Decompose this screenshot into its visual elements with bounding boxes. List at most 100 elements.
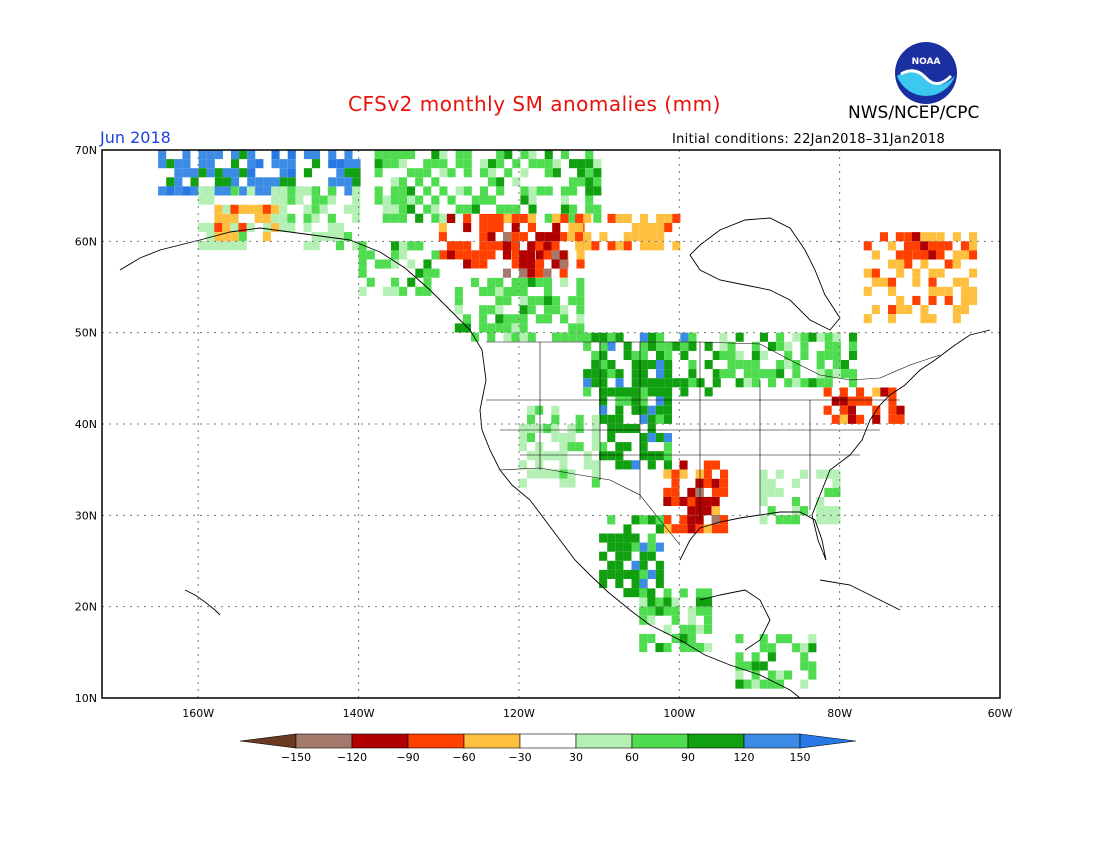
anomaly-cell	[735, 634, 744, 644]
anomaly-cell	[503, 213, 512, 223]
anomaly-cell	[623, 569, 632, 579]
anomaly-cell	[471, 204, 480, 214]
anomaly-cell	[679, 588, 688, 598]
anomaly-cell	[543, 469, 552, 479]
anomaly-cell	[496, 186, 505, 196]
anomaly-cell	[615, 387, 624, 397]
anomaly-cell	[639, 350, 648, 360]
anomaly-cell	[615, 579, 624, 589]
anomaly-cell	[335, 222, 344, 232]
lon-label: 140W	[343, 707, 375, 720]
anomaly-cell	[535, 232, 544, 242]
anomaly-cell	[687, 524, 696, 534]
anomaly-cell	[527, 451, 536, 461]
anomaly-cell	[631, 223, 640, 233]
anomaly-cell	[255, 177, 264, 187]
anomaly-cell	[518, 423, 527, 433]
anomaly-cell	[664, 369, 673, 379]
lat-label: 30N	[75, 509, 97, 522]
anomaly-cell	[398, 213, 407, 223]
anomaly-cell	[599, 396, 608, 406]
anomaly-cell	[583, 232, 592, 242]
anomaly-cell	[800, 378, 809, 388]
anomaly-cell	[639, 606, 648, 616]
anomaly-cell	[255, 159, 264, 169]
lat-label: 40N	[75, 418, 97, 431]
anomaly-cell	[559, 451, 568, 461]
anomaly-cell	[735, 670, 744, 680]
anomaly-cell	[262, 204, 271, 214]
anomaly-cell	[463, 259, 472, 269]
anomaly-cell	[407, 186, 416, 196]
anomaly-cell	[190, 177, 199, 187]
anomaly-cell	[912, 295, 921, 305]
anomaly-cell	[567, 442, 576, 452]
anomaly-cell	[535, 268, 544, 278]
anomaly-cell	[824, 332, 833, 342]
anomaly-cell	[639, 369, 648, 379]
anomaly-cell	[407, 195, 416, 205]
longitude-labels: 160W 140W 120W 100W 80W 60W	[182, 707, 1012, 720]
anomaly-cell	[214, 177, 223, 187]
anomaly-cell	[776, 369, 785, 379]
anomaly-cell	[735, 652, 744, 662]
anomaly-cell	[423, 277, 432, 287]
anomaly-cell	[695, 506, 704, 516]
anomaly-cell	[527, 469, 536, 479]
anomaly-cell	[792, 378, 801, 388]
anomaly-cell	[695, 515, 704, 525]
anomaly-cell	[599, 569, 608, 579]
anomaly-cell	[631, 579, 640, 589]
anomaly-cell	[551, 433, 560, 443]
anomaly-cell	[663, 515, 672, 525]
anomaly-cell	[639, 405, 648, 415]
anomaly-cell	[398, 159, 407, 169]
anomaly-cell	[488, 177, 497, 187]
anomaly-cell	[585, 168, 594, 178]
anomaly-cell	[511, 232, 520, 242]
anomaly-cell	[519, 287, 528, 297]
anomaly-cell	[455, 186, 464, 196]
anomaly-cell	[591, 378, 600, 388]
anomaly-cell	[791, 497, 800, 507]
anomaly-cell	[374, 159, 383, 169]
anomaly-cell	[231, 177, 240, 187]
anomaly-cell	[495, 223, 504, 233]
anomaly-cell	[358, 259, 367, 269]
anomaly-cell	[639, 588, 648, 598]
anomaly-cell	[536, 250, 545, 260]
anomaly-cell	[303, 150, 312, 160]
anomaly-cell	[775, 515, 784, 525]
anomaly-cell	[407, 204, 416, 214]
anomaly-cell	[711, 460, 720, 470]
anomaly-cell	[639, 241, 648, 251]
anomaly-cell	[647, 551, 656, 561]
anomaly-cell	[279, 177, 288, 187]
anomaly-cell	[960, 295, 969, 305]
anomaly-cell	[543, 287, 552, 297]
anomaly-cell	[415, 286, 424, 296]
anomaly-cell	[647, 597, 656, 607]
anomaly-cell	[824, 350, 833, 360]
anomaly-cell	[615, 560, 624, 570]
anomaly-cell	[615, 213, 624, 223]
anomaly-cell	[775, 469, 784, 479]
anomaly-cell	[431, 159, 440, 169]
anomaly-cell	[831, 396, 840, 406]
anomaly-cell	[438, 232, 447, 242]
anomaly-cell	[767, 652, 776, 662]
anomaly-cell	[832, 487, 841, 497]
anomaly-cell	[559, 460, 568, 470]
cuba-line	[819, 579, 901, 611]
anomaly-cell	[535, 296, 544, 306]
anomaly-cell	[583, 341, 592, 351]
anomaly-cell	[599, 387, 608, 397]
anomaly-cell	[551, 414, 560, 424]
anomaly-cell	[575, 213, 584, 223]
anomaly-cell	[455, 204, 464, 214]
anomaly-cell	[631, 460, 640, 470]
anomaly-cell	[575, 232, 584, 242]
anomaly-cell	[551, 423, 560, 433]
anomaly-cell	[639, 378, 648, 388]
